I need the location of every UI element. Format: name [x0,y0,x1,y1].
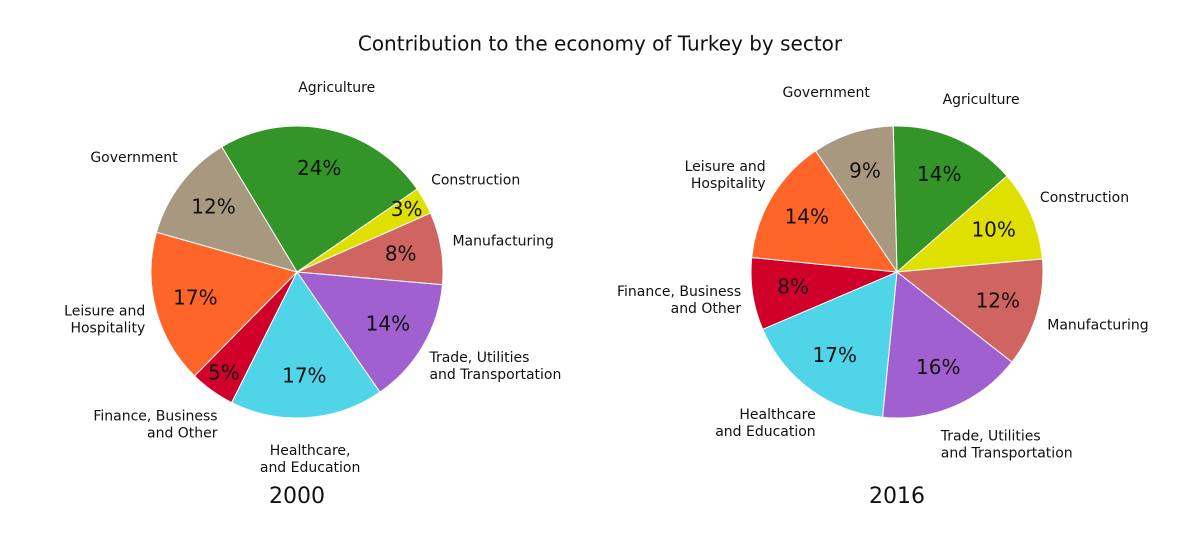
slice-value-label: 24% [297,156,341,180]
chart-title: 2016 [869,484,925,509]
category-label: Manufacturing [452,233,553,249]
page-title: Contribution to the economy of Turkey by… [358,32,843,56]
category-label: Leisure and Hospitality [685,159,766,192]
pie-slice [155,146,299,273]
pie-slice [762,271,898,418]
category-label: Leisure and Hospitality [64,304,145,337]
pie-slice [881,271,1013,419]
category-label: Construction [1040,190,1129,206]
category-label: Manufacturing [1047,317,1148,333]
pie-slice [895,175,1043,273]
category-label: Construction [431,172,520,188]
category-label: Agriculture [298,80,375,96]
slice-value-label: 17% [813,343,857,367]
category-label: Agriculture [943,92,1020,108]
pie-slice [751,150,899,273]
category-label: Finance, Business and Other [617,284,741,317]
slice-value-label: 16% [916,355,960,379]
category-label: Trade, Utilities and Transportation [428,350,561,383]
category-label: Healthcare, and Education [260,443,361,476]
category-label: Trade, Utilities and Transportation [940,429,1073,462]
pie-slice [895,258,1044,363]
pie-slice [295,271,443,393]
slice-value-label: 8% [385,241,417,265]
slice-value-label: 5% [208,361,240,385]
slice-value-label: 12% [191,195,235,219]
pie-slice [150,231,298,377]
pie-slice [892,125,1008,274]
slice-value-label: 3% [391,197,423,221]
pie-slice [230,271,381,419]
pie-slice [221,125,418,273]
slice-value-label: 9% [849,158,881,182]
category-label: Healthcare and Education [715,407,816,440]
slice-value-label: 14% [917,162,961,186]
pie-slice [814,125,898,274]
slice-value-label: 8% [777,274,809,298]
slice-value-label: 17% [173,285,217,309]
chart-title: 2000 [269,484,325,509]
category-label: Government [783,85,871,101]
category-label: Government [90,150,178,166]
slice-value-label: 14% [785,205,829,229]
slice-value-label: 17% [282,363,326,387]
slice-value-label: 12% [976,288,1020,312]
slice-value-label: 10% [971,217,1015,241]
category-label: Finance, Business and Other [93,408,217,441]
slice-value-label: 14% [366,311,410,335]
